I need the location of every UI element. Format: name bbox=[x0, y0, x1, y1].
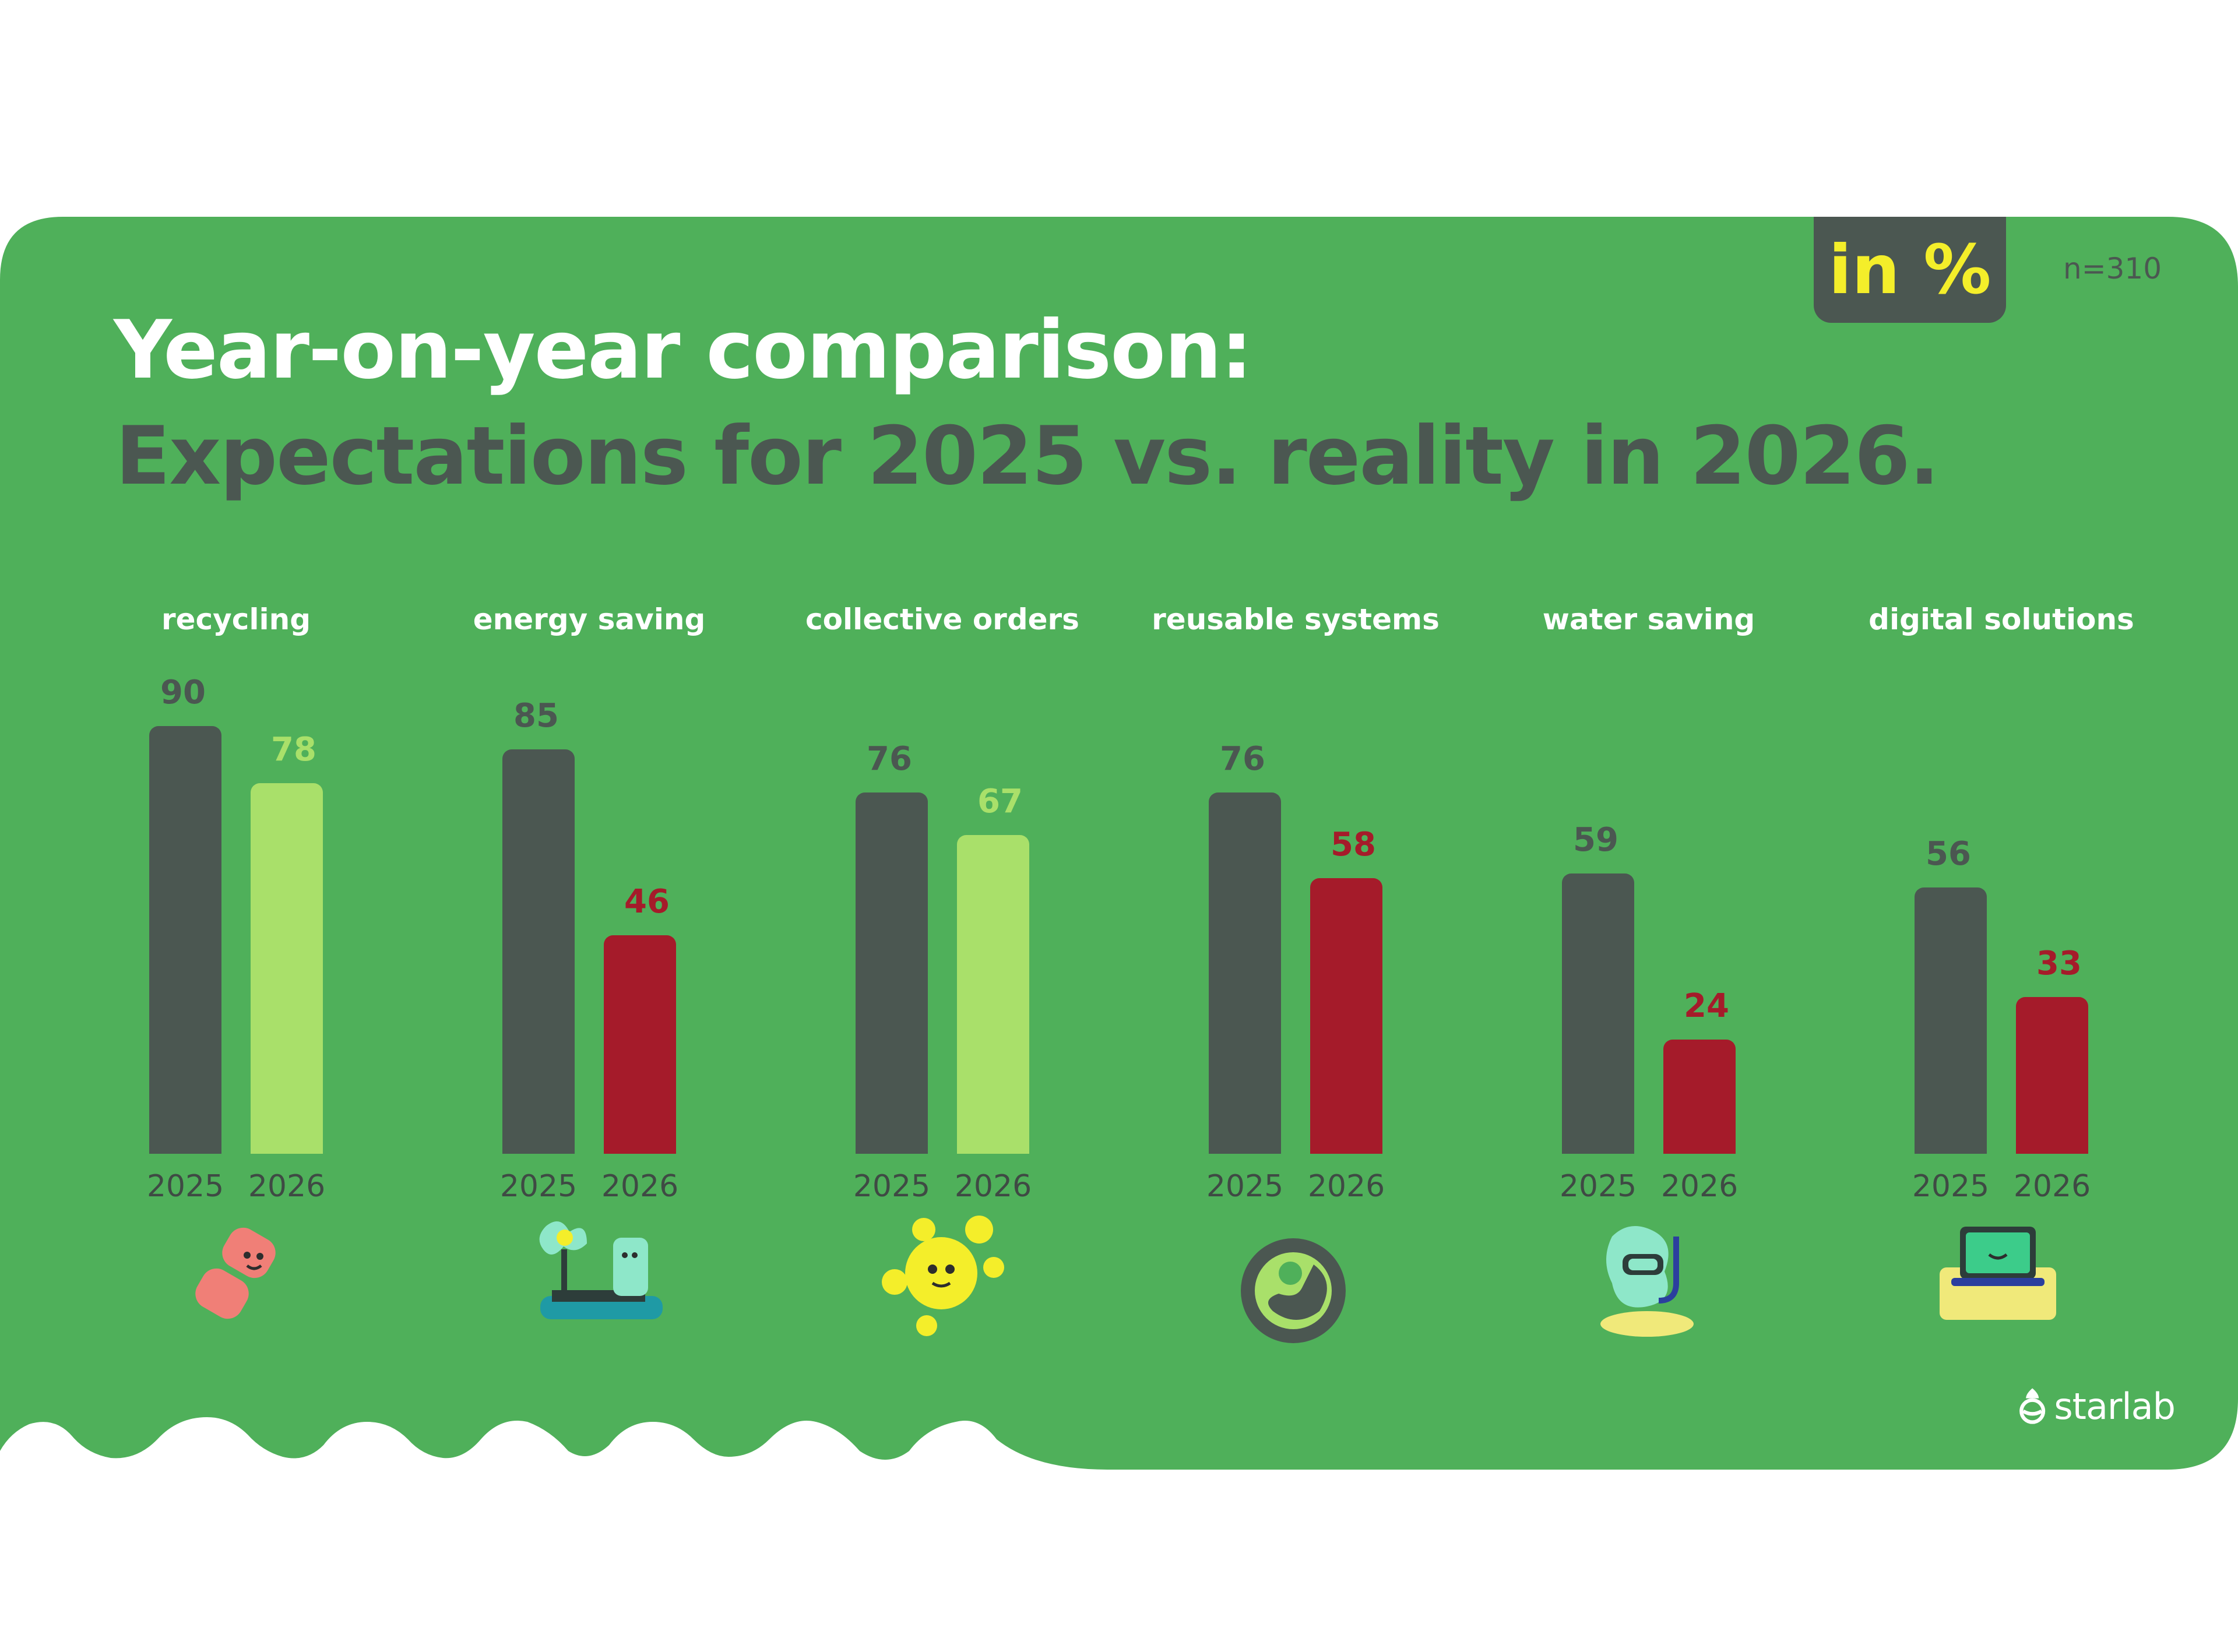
category-label-recycling: recycling bbox=[161, 603, 311, 636]
recycling-icon bbox=[183, 1221, 288, 1326]
category-label-water-saving: water saving bbox=[1542, 603, 1755, 636]
year-label-reusable-systems-2026: 2026 bbox=[1307, 1169, 1385, 1204]
value-label-recycling-2026: 78 bbox=[271, 730, 316, 769]
bar-reusable-systems-2025 bbox=[1209, 792, 1281, 1154]
year-label-energy-saving-2025: 2025 bbox=[499, 1169, 578, 1204]
category-label-reusable-systems: reusable systems bbox=[1152, 603, 1440, 636]
value-label-energy-saving-2026: 46 bbox=[624, 882, 670, 921]
bar-recycling-2026 bbox=[251, 783, 323, 1154]
water-saving-icon bbox=[1589, 1213, 1705, 1341]
value-label-reusable-systems-2026: 58 bbox=[1331, 825, 1376, 864]
chart-subtitle: Expectations for 2025 vs. reality in 202… bbox=[115, 409, 1940, 503]
value-label-energy-saving-2025: 85 bbox=[513, 697, 559, 735]
bar-water-saving-2025 bbox=[1562, 873, 1634, 1154]
value-label-digital-solutions-2026: 33 bbox=[2036, 944, 2082, 982]
bar-water-saving-2026 bbox=[1663, 1040, 1736, 1154]
bar-collective-orders-2026 bbox=[957, 835, 1029, 1154]
year-label-water-saving-2025: 2025 bbox=[1559, 1169, 1637, 1204]
year-label-collective-orders-2026: 2026 bbox=[954, 1169, 1032, 1204]
value-label-recycling-2025: 90 bbox=[160, 673, 206, 711]
year-label-reusable-systems-2025: 2025 bbox=[1206, 1169, 1284, 1204]
value-label-collective-orders-2026: 67 bbox=[977, 783, 1023, 821]
bar-recycling-2025 bbox=[149, 725, 221, 1154]
category-label-energy-saving: energy saving bbox=[473, 603, 706, 636]
value-label-water-saving-2026: 24 bbox=[1684, 987, 1729, 1026]
year-label-recycling-2025: 2025 bbox=[146, 1169, 224, 1204]
unit-badge: in % bbox=[1814, 217, 2006, 323]
collective-orders-icon bbox=[871, 1212, 1011, 1340]
year-label-recycling-2026: 2026 bbox=[248, 1169, 326, 1204]
bar-collective-orders-2025 bbox=[856, 792, 928, 1154]
value-label-collective-orders-2025: 76 bbox=[867, 739, 912, 778]
year-label-digital-solutions-2025: 2025 bbox=[1912, 1169, 1990, 1204]
bar-digital-solutions-2026 bbox=[2016, 996, 2088, 1154]
sample-size: n=310 bbox=[2063, 252, 2162, 286]
bar-reusable-systems-2026 bbox=[1310, 878, 1382, 1154]
energy-saving-icon bbox=[529, 1214, 668, 1331]
year-label-water-saving-2026: 2026 bbox=[1660, 1169, 1739, 1204]
year-label-digital-solutions-2026: 2026 bbox=[2013, 1169, 2091, 1204]
starlab-logo-icon bbox=[2019, 1388, 2046, 1424]
value-label-water-saving-2025: 59 bbox=[1573, 820, 1618, 859]
brand-name: starlab bbox=[2054, 1385, 2176, 1428]
bar-energy-saving-2026 bbox=[604, 935, 676, 1154]
bar-digital-solutions-2025 bbox=[1915, 887, 1987, 1154]
year-label-energy-saving-2026: 2026 bbox=[601, 1169, 679, 1204]
category-label-collective-orders: collective orders bbox=[805, 603, 1079, 636]
reusable-systems-icon bbox=[1232, 1230, 1354, 1352]
category-label-digital-solutions: digital solutions bbox=[1868, 603, 2134, 636]
digital-solutions-icon bbox=[1934, 1221, 2062, 1326]
value-label-digital-solutions-2025: 56 bbox=[1926, 835, 1971, 873]
year-label-collective-orders-2025: 2025 bbox=[853, 1169, 931, 1204]
value-label-reusable-systems-2025: 76 bbox=[1220, 739, 1265, 778]
bar-energy-saving-2025 bbox=[502, 749, 575, 1154]
chart-title: Year-on-year comparison: bbox=[114, 303, 1252, 397]
brand-logo: starlab bbox=[2018, 1374, 2176, 1438]
